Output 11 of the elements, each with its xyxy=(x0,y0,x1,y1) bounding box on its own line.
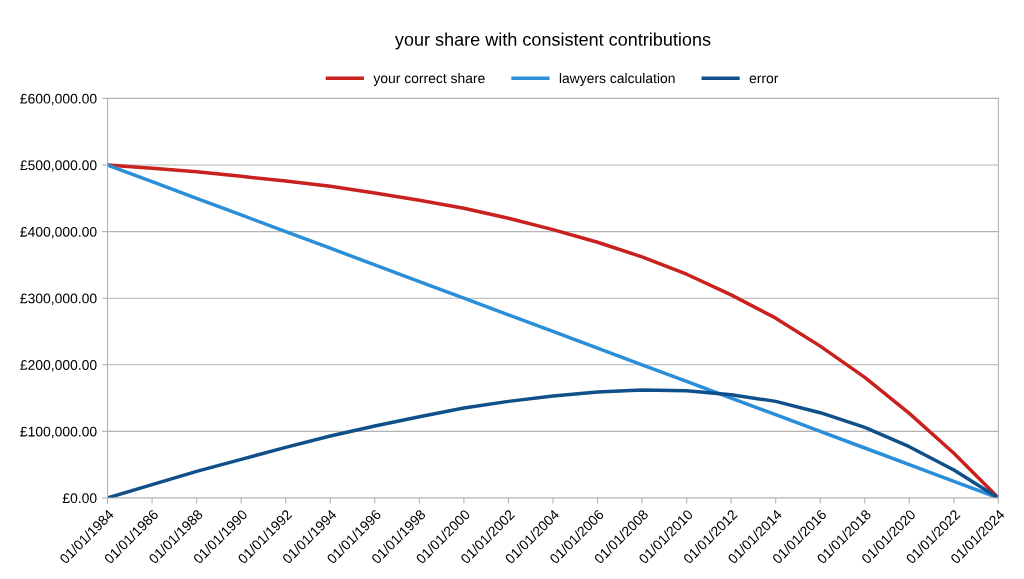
y-tick-label: £200,000.00 xyxy=(20,360,97,372)
y-tick-label: £400,000.00 xyxy=(20,226,97,239)
legend-label: lawyers calculation xyxy=(559,72,675,86)
chart-title: your share with consistent contributions xyxy=(394,32,711,50)
legend-label: your correct share xyxy=(373,72,485,86)
y-tick-label: £300,000.00 xyxy=(20,293,97,305)
y-tick-label: £0.00 xyxy=(62,493,97,504)
y-tick-label: £500,000.00 xyxy=(20,160,97,172)
legend-label: error xyxy=(749,75,779,84)
y-tick-label: £100,000.00 xyxy=(20,426,97,439)
y-tick-label: £600,000.00 xyxy=(20,93,97,106)
